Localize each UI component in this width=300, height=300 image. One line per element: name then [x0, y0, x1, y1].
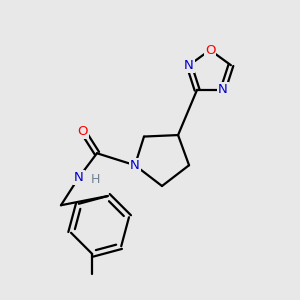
Text: N: N [130, 159, 140, 172]
Text: N: N [184, 59, 194, 72]
Text: H: H [90, 173, 100, 186]
Text: O: O [205, 44, 215, 56]
Text: N: N [74, 171, 84, 184]
Text: N: N [218, 83, 228, 96]
Text: O: O [78, 125, 88, 138]
